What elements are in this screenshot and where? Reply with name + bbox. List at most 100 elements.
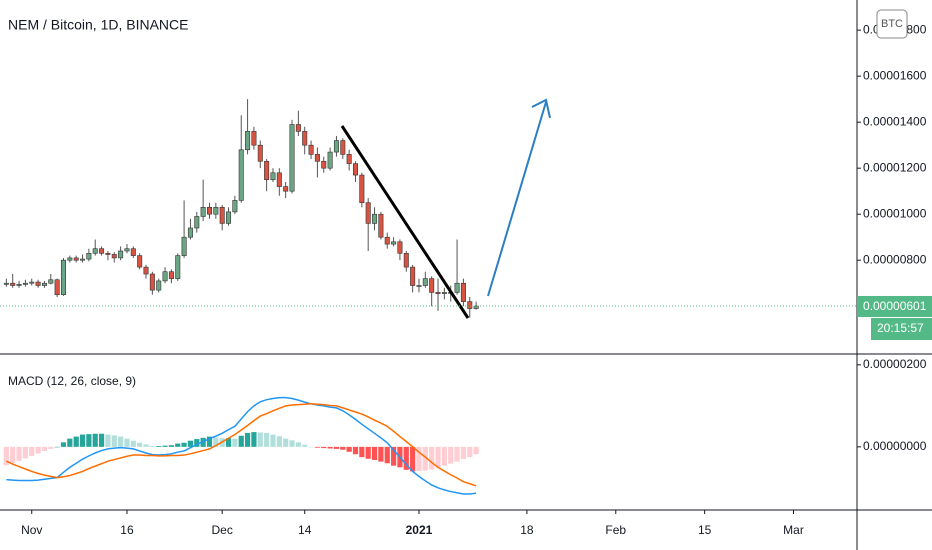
candle-body — [467, 301, 473, 309]
histogram-bar — [206, 436, 213, 447]
histogram-bar — [460, 446, 467, 460]
currency-badge — [876, 9, 908, 39]
histogram-bar — [79, 434, 86, 447]
candle-body — [289, 124, 295, 192]
histogram-bar — [149, 446, 155, 447]
histogram-bar — [422, 446, 428, 471]
candle-body — [276, 172, 282, 187]
candle-body — [73, 257, 79, 261]
candle-body — [429, 278, 435, 293]
histogram-bar — [213, 437, 219, 447]
histogram-bar — [327, 446, 333, 449]
histogram-bar — [86, 434, 92, 447]
histogram-bar — [194, 439, 200, 447]
histogram-bar — [276, 436, 282, 447]
candle-body — [238, 149, 244, 201]
x-tick-label: 2021 — [406, 523, 433, 537]
histogram-bar — [314, 446, 321, 448]
candle-body — [454, 282, 460, 293]
x-tick-label: Mar — [783, 523, 804, 537]
histogram-bar — [111, 435, 117, 447]
candle-body — [416, 285, 422, 287]
histogram-bar — [10, 446, 16, 463]
histogram-bar — [41, 446, 48, 451]
candle-body — [359, 174, 365, 203]
candle-body — [118, 250, 124, 259]
last-price-label: 0.00000601 — [863, 299, 927, 313]
candle-body — [264, 160, 270, 180]
candle-body — [352, 163, 358, 176]
candle-body — [187, 227, 193, 238]
candle-body — [340, 140, 346, 155]
candle-body — [270, 172, 276, 180]
histogram-bar — [67, 438, 73, 447]
candle-body — [175, 255, 181, 279]
histogram-bar — [359, 446, 365, 458]
candle-body — [35, 281, 41, 286]
histogram-bar — [105, 434, 111, 447]
candle-body — [162, 271, 168, 282]
candle-body — [333, 140, 339, 153]
candle-body — [124, 248, 130, 252]
histogram-bar — [416, 446, 422, 472]
histogram-bar — [333, 446, 340, 449]
candle-body — [105, 253, 111, 255]
candle-body — [397, 241, 403, 254]
trend-line — [340, 125, 470, 319]
candle-body — [149, 273, 155, 291]
countdown-box — [871, 317, 932, 340]
histogram-bar — [352, 446, 359, 455]
candle-body — [384, 236, 390, 245]
histogram-bar — [156, 446, 162, 447]
histogram-bar — [378, 446, 384, 462]
candle-body — [295, 124, 301, 132]
candle-body — [80, 258, 86, 261]
candle-body — [200, 206, 206, 217]
chart-title: NEM / Bitcoin, 1D, BINANCE — [8, 17, 189, 33]
histogram-bar — [365, 446, 371, 459]
x-tick-label: Dec — [212, 523, 233, 537]
histogram-bar — [244, 432, 251, 447]
candle-body — [60, 259, 66, 296]
candle-body — [403, 253, 409, 268]
candle-body — [422, 278, 428, 286]
histogram-bar — [429, 446, 435, 470]
last-price-box — [857, 295, 932, 317]
macd-line — [6, 396, 477, 495]
candle-body — [29, 281, 35, 284]
candle-body — [257, 144, 263, 162]
candle-body — [168, 271, 174, 279]
candle-body — [92, 248, 98, 254]
histogram-bar — [225, 438, 232, 447]
candle-body — [460, 282, 466, 302]
histogram-bar — [48, 446, 54, 449]
histogram-bar — [340, 446, 346, 450]
histogram-bar — [130, 440, 136, 447]
histogram-bar — [175, 443, 181, 447]
candle-body — [232, 200, 238, 213]
histogram-bar — [295, 442, 301, 447]
macd-y-tick-label: 0.00000000 — [863, 439, 927, 453]
candle-body — [283, 186, 289, 192]
histogram-bar — [308, 446, 314, 448]
candle-body — [48, 279, 54, 284]
macd-title: MACD (12, 26, close, 9) — [8, 374, 136, 388]
histogram-bar — [270, 434, 276, 447]
candle-body — [365, 202, 371, 224]
histogram-bar — [181, 442, 187, 447]
candle-body — [302, 131, 308, 146]
candle-body — [219, 206, 225, 224]
histogram-bar — [124, 438, 130, 447]
candle-body — [194, 216, 200, 229]
macd-y-tick-label: 0.00000200 — [863, 357, 927, 371]
histogram-bar — [441, 446, 447, 466]
histogram-bar — [118, 436, 124, 447]
candle-body — [3, 282, 9, 285]
histogram-bar — [410, 446, 416, 472]
marks: 0.000018000.000016000.000014000.00001200… — [3, 22, 927, 537]
candle-body — [206, 206, 212, 215]
histogram-bar — [60, 442, 67, 447]
histogram-bar — [3, 446, 9, 466]
